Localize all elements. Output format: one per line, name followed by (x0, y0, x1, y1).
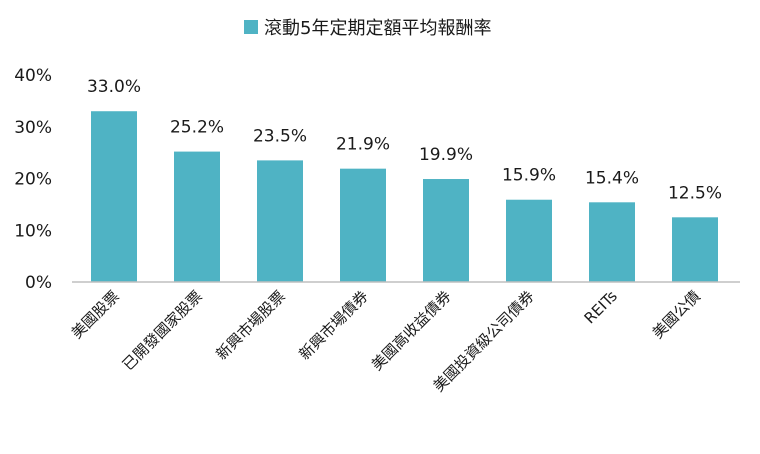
bar (91, 111, 137, 282)
data-label: 25.2% (170, 118, 224, 138)
category-label: 新興市場股票 (212, 287, 288, 363)
legend: 滾動5年定期定額平均報酬率 (244, 18, 491, 39)
legend-label: 滾動5年定期定額平均報酬率 (264, 18, 491, 39)
category-label: 新興市場債券 (295, 287, 371, 363)
y-tick-label: 30% (14, 118, 52, 138)
data-label: 21.9% (336, 135, 390, 155)
bar (506, 199, 552, 282)
bar (672, 217, 718, 282)
bars (91, 111, 718, 282)
data-label: 33.0% (87, 77, 141, 97)
y-tick-label: 40% (14, 66, 52, 86)
category-label: REITs (581, 287, 621, 327)
legend-swatch (244, 20, 258, 34)
bar (423, 179, 469, 282)
data-label: 23.5% (253, 126, 307, 146)
bar (174, 151, 220, 282)
data-labels: 33.0% 25.2% 23.5% 21.9% 19.9% 15.9% 15.4% 12.5% (87, 77, 722, 203)
bar (589, 202, 635, 282)
data-label: 15.4% (585, 168, 639, 188)
category-label: 美國公債 (649, 287, 704, 342)
category-label: 已開發國家股票 (119, 287, 206, 374)
data-label: 12.5% (668, 183, 722, 203)
data-label: 15.9% (502, 166, 556, 186)
y-axis-ticks: 0% 10% 20% 30% 40% (14, 66, 52, 293)
category-label: 美國高收益債券 (368, 287, 455, 374)
data-label: 19.9% (419, 145, 473, 165)
category-label: 美國股票 (68, 287, 123, 342)
y-tick-label: 0% (25, 273, 52, 293)
bar (257, 160, 303, 282)
bar (340, 168, 386, 282)
y-tick-label: 10% (14, 221, 52, 241)
y-tick-label: 20% (14, 170, 52, 190)
